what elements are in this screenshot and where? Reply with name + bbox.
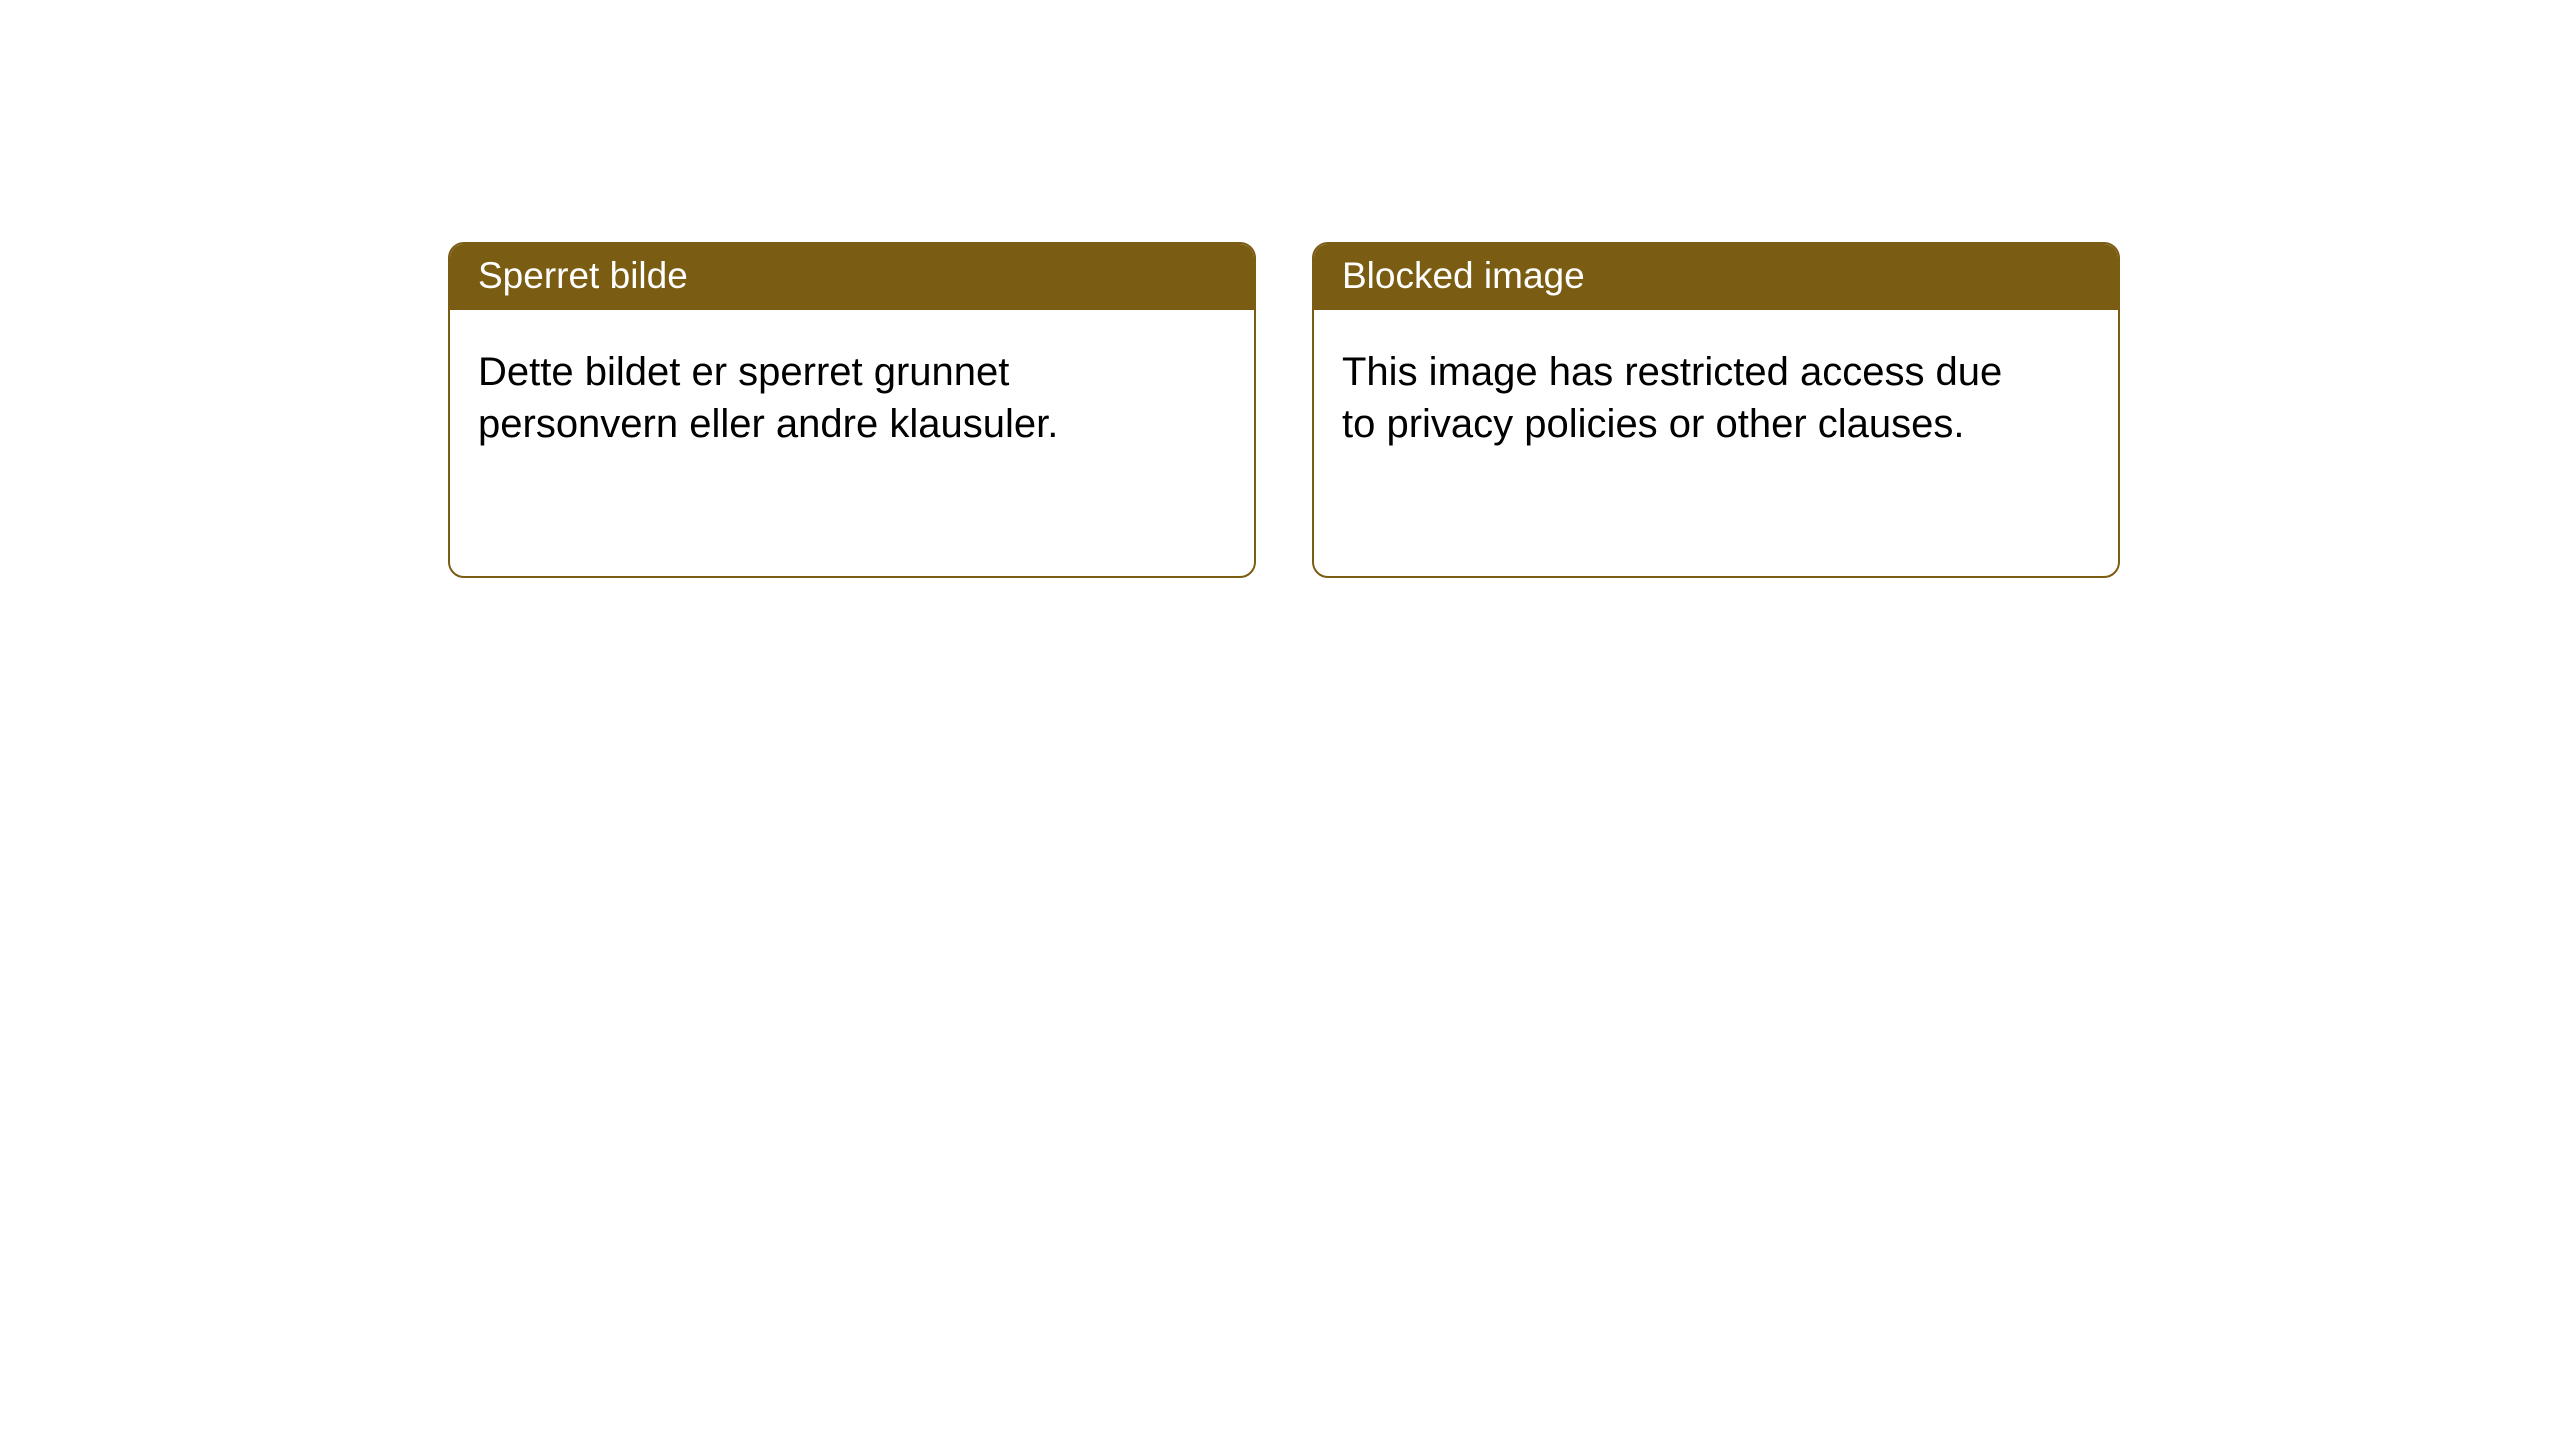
notice-body: Dette bildet er sperret grunnet personve… — [450, 310, 1254, 576]
notice-text: This image has restricted access due to … — [1342, 346, 2022, 450]
notice-container: Sperret bilde Dette bildet er sperret gr… — [0, 0, 2560, 578]
notice-card-norwegian: Sperret bilde Dette bildet er sperret gr… — [448, 242, 1256, 578]
notice-title: Blocked image — [1342, 255, 1585, 296]
notice-header: Sperret bilde — [450, 244, 1254, 310]
notice-body: This image has restricted access due to … — [1314, 310, 2118, 576]
notice-card-english: Blocked image This image has restricted … — [1312, 242, 2120, 578]
notice-title: Sperret bilde — [478, 255, 688, 296]
notice-text: Dette bildet er sperret grunnet personve… — [478, 346, 1158, 450]
notice-header: Blocked image — [1314, 244, 2118, 310]
